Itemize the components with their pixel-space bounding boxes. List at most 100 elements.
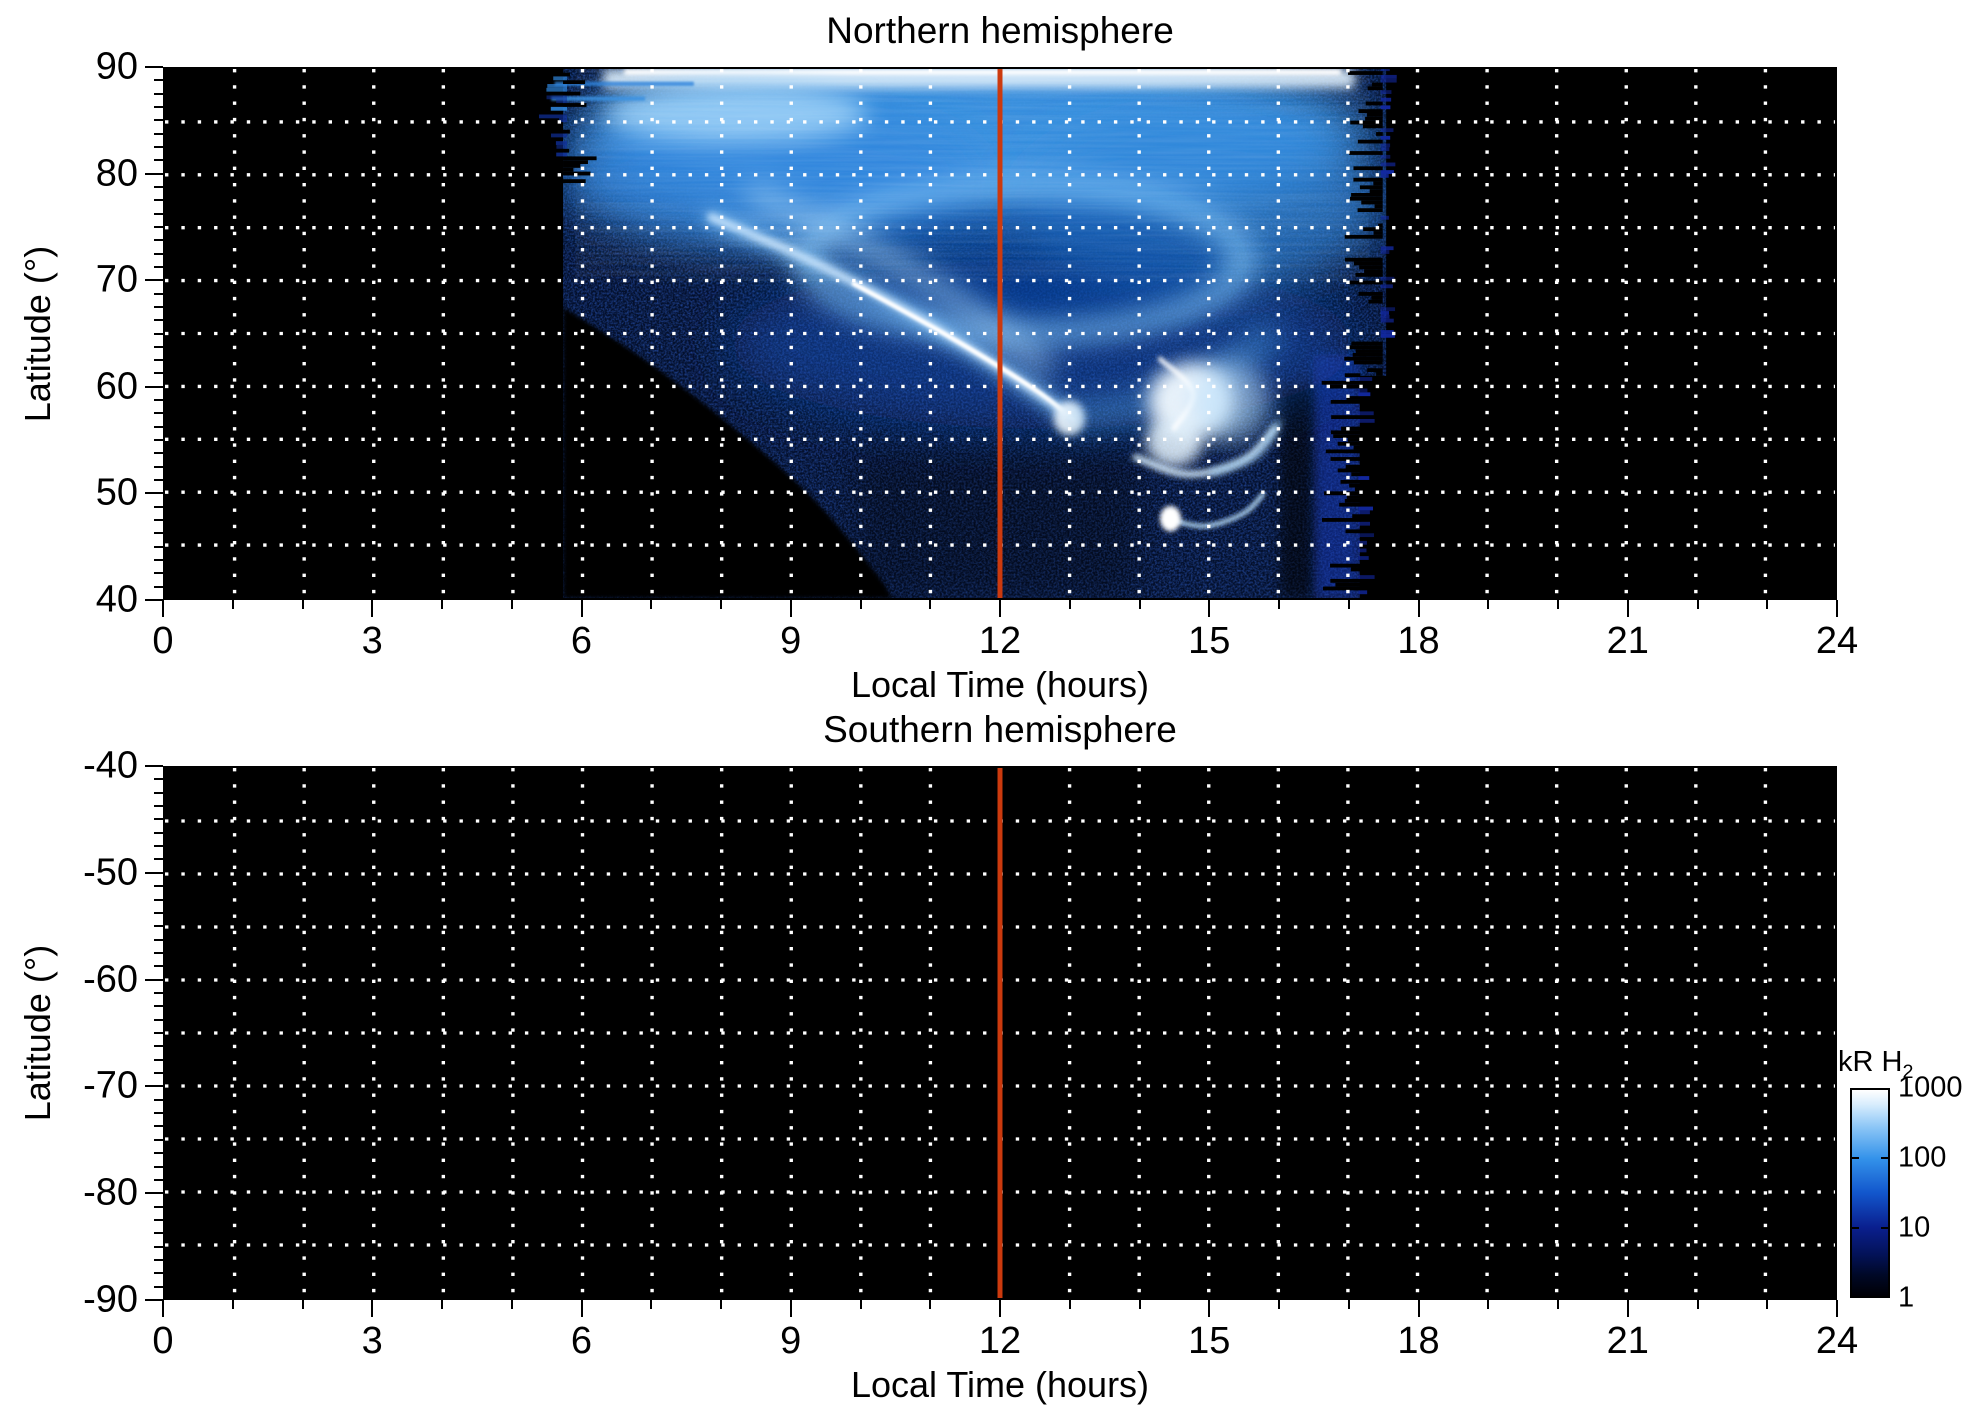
north-y-tick [145,279,163,282]
south-y-tick [154,898,163,901]
north-y-tick [154,519,163,522]
north-y-tick [154,305,163,308]
north-x-tick-label: 9 [780,620,802,662]
south-x-tick [441,1300,443,1309]
north-y-tick-label: 40 [95,578,138,621]
south-y-tick [145,1085,163,1088]
north-x-tick [231,600,234,609]
north-heatmap-svg [165,69,1835,598]
south-x-tick [1417,1300,1420,1317]
north-x-axis-label: Local Time (hours) [850,664,1150,705]
south-y-tick [154,1045,163,1048]
south-y-tick [145,765,163,767]
north-y-tick [154,572,163,575]
north-y-tick [154,532,163,535]
north-y-tick [154,345,163,348]
north-x-tick [1836,600,1838,617]
south-y-tick-label: -90 [83,1278,138,1321]
south-y-tick [154,1232,163,1235]
south-x-tick [789,1300,792,1317]
south-x-tick [1487,1300,1490,1309]
north-x-tick [1557,600,1559,609]
south-x-tick-label: 12 [978,1320,1022,1362]
north-y-tick [154,92,163,95]
south-x-tick [371,1300,374,1317]
north-x-tick [1487,600,1490,609]
north-x-tick [789,600,792,617]
south-y-tick [154,778,163,781]
north-x-tick [1347,600,1350,609]
south-x-tick [231,1300,234,1309]
north-x-tick [510,600,513,609]
south-y-tick [154,938,163,941]
north-y-tick [154,545,163,548]
south-title: Southern hemisphere [823,709,1177,750]
south-y-tick-label: -40 [83,744,138,787]
north-y-tick [154,412,163,415]
north-y-tick [154,359,163,362]
north-x-tick-label: 15 [1188,620,1231,662]
south-x-tick-label: 9 [780,1320,802,1362]
south-y-tick [145,978,163,981]
gridlines [165,69,1835,598]
north-x-tick-label: 6 [570,620,593,662]
north-x-tick [720,600,722,609]
south-x-tick [301,1300,304,1309]
north-y-tick [145,172,163,175]
north-y-tick-label: 80 [95,152,138,195]
north-y-tick [154,265,163,268]
south-x-tick [999,1300,1001,1317]
north-y-tick [154,105,163,108]
south-y-tick-label: -60 [83,958,138,1001]
south-y-tick [154,1032,163,1034]
south-x-tick [1138,1300,1141,1309]
south-x-tick [162,1300,164,1317]
south-x-tick [1278,1300,1280,1309]
north-x-tick [999,600,1001,617]
south-x-tick [580,1300,583,1317]
south-x-tick [1696,1300,1699,1309]
colorbar [1850,1088,1890,1298]
north-x-tick [371,600,374,617]
south-x-axis-label: Local Time (hours) [850,1364,1150,1405]
north-y-tick [154,452,163,455]
south-y-tick [154,1218,163,1221]
north-x-tick-label: 12 [978,620,1022,662]
north-y-tick [154,319,163,322]
south-y-tick-label: -50 [83,851,138,894]
colorbar-label: kR H2 [1838,1046,1913,1084]
south-x-tick [1557,1300,1559,1309]
south-y-tick [154,1285,163,1288]
north-y-tick [154,159,163,162]
colorbar-tick [1881,1227,1890,1229]
south-x-tick [1766,1300,1769,1309]
colorbar-tick [1850,1157,1859,1159]
south-x-tick [1347,1300,1350,1309]
north-y-tick [154,425,163,428]
north-x-tick-label: 18 [1397,620,1440,662]
south-y-tick [154,818,163,821]
north-x-tick [1626,600,1629,617]
north-y-tick [154,212,163,215]
colorbar-tick [1850,1227,1859,1229]
south-y-tick [154,1112,163,1115]
north-y-tick [154,505,163,508]
south-x-tick [1208,1300,1211,1317]
south-y-tick [154,1245,163,1248]
north-y-tick [145,599,163,601]
south-y-tick [154,965,163,968]
north-y-tick-label: 50 [95,471,138,514]
north-x-tick [1766,600,1769,609]
south-y-tick [154,911,163,914]
colorbar-label-main: kR H [1838,1046,1903,1078]
south-x-tick [510,1300,513,1309]
north-title: Northern hemisphere [826,10,1174,51]
south-y-tick [145,1192,163,1195]
south-y-tick [154,1098,163,1101]
south-y-tick [154,831,163,834]
south-x-tick-label: 24 [1815,1320,1859,1362]
north-y-tick [154,439,163,442]
south-heatmap-svg [165,768,1835,1298]
south-x-tick [1836,1300,1838,1317]
